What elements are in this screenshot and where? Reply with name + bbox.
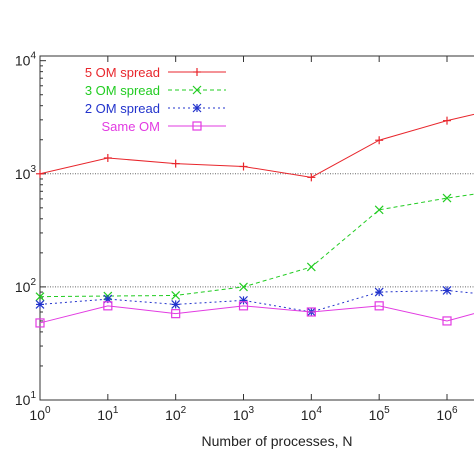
legend-marker	[192, 121, 202, 131]
legend-marker	[193, 68, 201, 76]
series-2	[35, 286, 474, 317]
data-point	[103, 153, 112, 162]
x-tick-label-0: 100	[29, 405, 51, 423]
x-tick-label-3: 103	[233, 405, 255, 423]
data-point	[239, 282, 248, 292]
x-tick-label-1: 101	[97, 405, 119, 423]
data-point	[307, 173, 316, 182]
legend-marker	[192, 85, 202, 95]
data-point	[239, 162, 248, 171]
series-line-0	[39, 113, 474, 178]
data-point	[239, 295, 248, 305]
legend-entry-1: 3 OM spread	[85, 83, 226, 98]
series-line-3	[39, 305, 474, 324]
x-tick-label-2: 102	[165, 405, 187, 423]
y-tick-label-1: 102	[15, 277, 37, 295]
legend-label: 5 OM spread	[85, 65, 160, 80]
x-tick-label-4: 104	[301, 405, 323, 423]
data-point	[442, 316, 452, 326]
data-point	[306, 262, 316, 272]
data-point	[171, 299, 181, 309]
data-point	[103, 301, 113, 311]
data-point	[35, 318, 45, 328]
data-point	[171, 159, 180, 168]
data-point	[374, 301, 384, 311]
series-1	[35, 193, 474, 302]
data-point	[36, 169, 44, 178]
y-tick-label-3: 104	[15, 51, 37, 69]
data-point	[442, 286, 452, 295]
data-point	[306, 307, 316, 317]
data-point	[374, 287, 384, 297]
series-0	[36, 113, 474, 182]
legend-marker	[192, 103, 202, 113]
data-point	[374, 205, 384, 215]
x-tick-label-6: 106	[436, 405, 458, 423]
x-axis-title: Number of processes, N	[202, 433, 353, 449]
series-line-1	[39, 193, 474, 298]
series-line-2	[39, 289, 474, 313]
legend-label: 2 OM spread	[85, 101, 160, 116]
y-tick-label-2: 103	[15, 164, 37, 182]
data-point	[35, 299, 45, 309]
data-point	[375, 136, 384, 145]
legend-entry-2: 2 OM spread	[85, 101, 226, 116]
data-point	[443, 116, 452, 125]
legend-entry-3: Same OM	[101, 119, 226, 134]
series-3	[35, 301, 474, 328]
data-point	[238, 301, 249, 311]
legend-label: 3 OM spread	[85, 83, 160, 98]
legend-label: Same OM	[101, 119, 160, 134]
data-point	[171, 309, 181, 319]
y-tick-label-0: 101	[15, 390, 37, 408]
data-point	[35, 292, 45, 302]
legend-entry-0: 5 OM spread	[85, 65, 226, 80]
data-point	[442, 193, 452, 203]
data-point	[171, 291, 181, 300]
x-tick-label-5: 105	[369, 405, 391, 423]
plot-frame	[39, 55, 474, 401]
